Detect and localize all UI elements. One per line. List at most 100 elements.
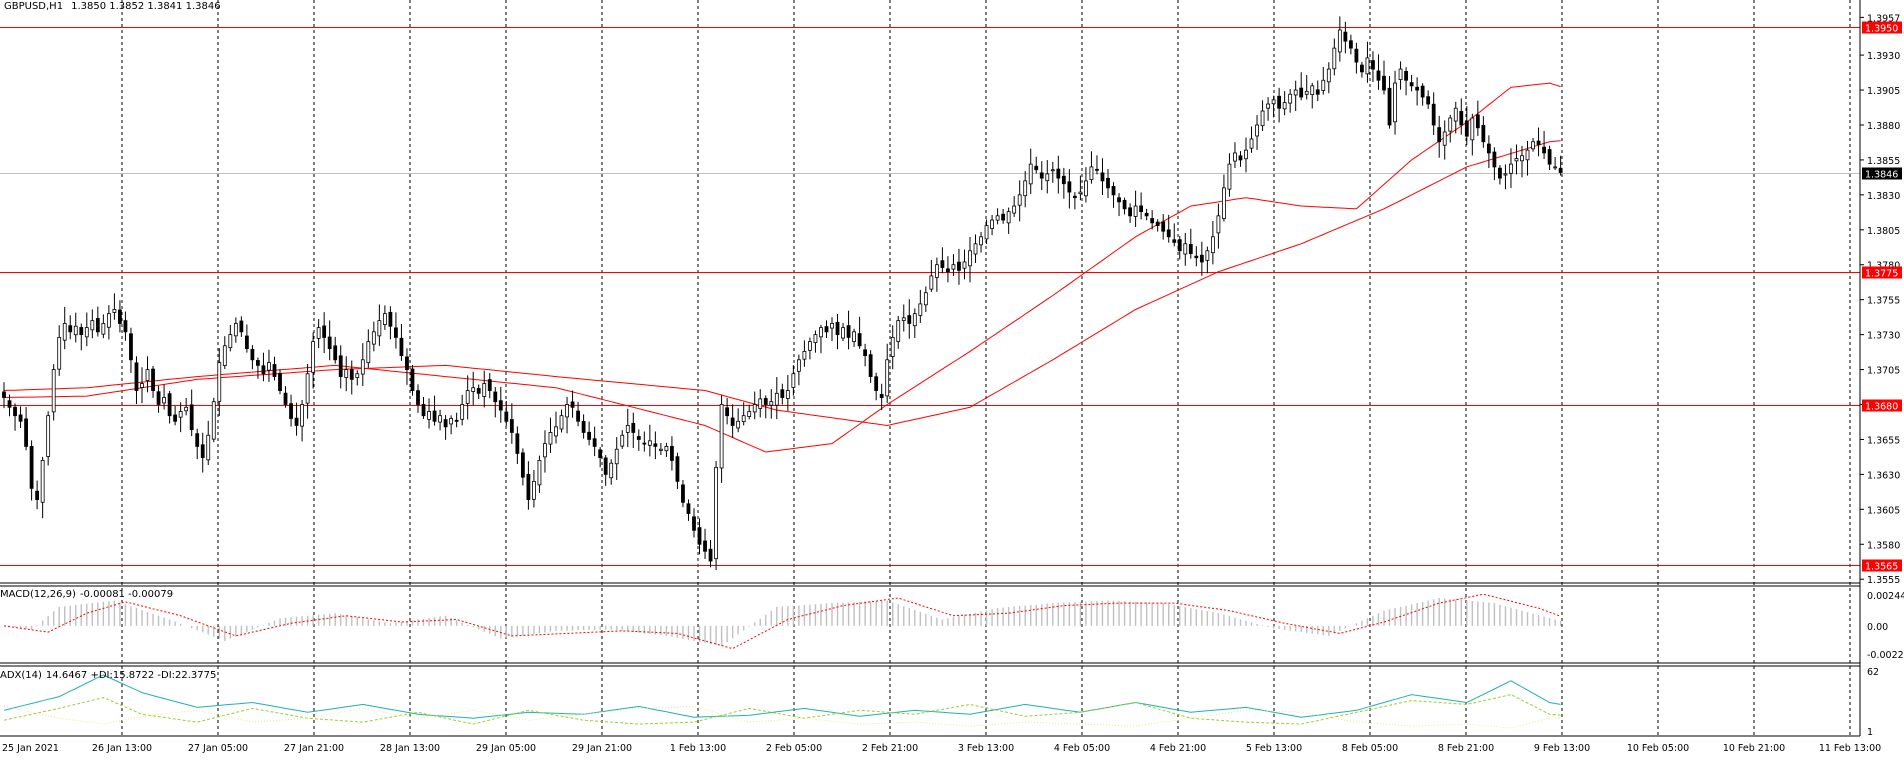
candle bbox=[1398, 61, 1403, 90]
candle bbox=[741, 402, 746, 426]
candle-body bbox=[344, 369, 349, 378]
candle-body bbox=[1216, 215, 1221, 234]
macd-name: MACD(12,26,9) bbox=[0, 589, 76, 600]
candle bbox=[907, 299, 912, 339]
candle-body bbox=[747, 411, 752, 417]
candle-body bbox=[1023, 180, 1028, 197]
candle bbox=[543, 430, 547, 473]
candle bbox=[1100, 158, 1105, 195]
candle-body bbox=[890, 337, 895, 357]
candle-body bbox=[1233, 152, 1237, 162]
candle-body bbox=[123, 320, 128, 333]
candle bbox=[879, 383, 884, 411]
candle-body bbox=[1238, 155, 1243, 161]
candle bbox=[587, 421, 592, 446]
candle-body bbox=[1464, 120, 1469, 137]
candle bbox=[537, 455, 542, 493]
candle-body bbox=[879, 394, 884, 398]
candle-body bbox=[609, 462, 614, 479]
candle-body bbox=[371, 331, 376, 345]
candle-body bbox=[106, 313, 111, 328]
candle bbox=[189, 389, 194, 437]
candle bbox=[399, 323, 404, 361]
candle bbox=[1271, 95, 1276, 118]
candle-body bbox=[1277, 95, 1282, 109]
candle bbox=[995, 208, 1000, 225]
candle bbox=[774, 377, 779, 420]
time-tick-label: 4 Feb 21:00 bbox=[1150, 743, 1206, 754]
candle-body bbox=[338, 355, 343, 377]
candle-body bbox=[979, 236, 983, 246]
candle-body bbox=[509, 419, 514, 433]
macd-tick-label: -0.00223 bbox=[1867, 650, 1904, 661]
candle bbox=[1117, 193, 1121, 217]
candle bbox=[1492, 147, 1497, 181]
candle-body bbox=[796, 359, 801, 372]
candle-body bbox=[1122, 200, 1127, 210]
candle bbox=[1525, 140, 1530, 176]
candle-body bbox=[449, 418, 454, 425]
candle-body bbox=[1177, 239, 1182, 252]
candle bbox=[758, 389, 763, 418]
candle bbox=[1299, 72, 1304, 101]
candle bbox=[852, 328, 856, 347]
candle bbox=[167, 390, 172, 424]
candle bbox=[614, 437, 619, 480]
candle-body bbox=[233, 323, 238, 337]
candle-body bbox=[79, 327, 84, 336]
candle-body bbox=[984, 225, 989, 240]
candle bbox=[1177, 235, 1182, 260]
candle-body bbox=[543, 443, 547, 458]
candle bbox=[377, 304, 382, 346]
candle-body bbox=[35, 490, 40, 500]
candle-body bbox=[1409, 82, 1414, 87]
candle-body bbox=[1227, 163, 1232, 190]
candle-body bbox=[1260, 110, 1265, 127]
candle bbox=[532, 470, 536, 508]
candle bbox=[195, 428, 200, 460]
candle bbox=[1183, 232, 1188, 266]
candle bbox=[1045, 160, 1050, 194]
candle bbox=[857, 316, 862, 349]
candle-body bbox=[1072, 195, 1077, 199]
price-tick-label: 1.3705 bbox=[1867, 366, 1900, 377]
candle bbox=[796, 354, 801, 386]
price-tick-label: 1.3580 bbox=[1867, 540, 1900, 551]
candle-body bbox=[156, 391, 161, 405]
time-tick-label: 28 Jan 13:00 bbox=[380, 743, 440, 754]
price-tick-label: 1.3880 bbox=[1867, 121, 1900, 132]
candle bbox=[1172, 223, 1177, 247]
candle bbox=[305, 363, 310, 419]
candle bbox=[1310, 82, 1315, 109]
candle bbox=[990, 214, 994, 236]
adx-tick-label: 1 bbox=[1867, 727, 1873, 738]
candle-body bbox=[322, 325, 327, 338]
candle-body bbox=[1420, 85, 1425, 98]
candle bbox=[509, 403, 514, 444]
candle-body bbox=[1376, 70, 1381, 81]
candle-body bbox=[1017, 194, 1022, 206]
candle bbox=[520, 448, 525, 486]
candle-body bbox=[1089, 166, 1094, 180]
candle bbox=[1431, 92, 1436, 136]
candle bbox=[476, 384, 481, 400]
candle bbox=[134, 356, 139, 405]
candle bbox=[1514, 144, 1519, 175]
candle bbox=[118, 300, 122, 333]
candle bbox=[471, 371, 476, 406]
candle bbox=[416, 384, 420, 413]
candle bbox=[835, 313, 840, 350]
candle bbox=[1337, 16, 1342, 62]
candle bbox=[18, 406, 23, 429]
macd-tick-label: 0.00 bbox=[1867, 622, 1888, 633]
candle bbox=[1161, 214, 1166, 240]
candle-body bbox=[1028, 163, 1033, 185]
time-tick-label: 11 Feb 13:00 bbox=[1819, 743, 1881, 754]
candle-body bbox=[394, 327, 398, 338]
candle bbox=[719, 395, 724, 483]
candle-body bbox=[1442, 131, 1447, 146]
candle-body bbox=[2, 391, 6, 398]
candle bbox=[874, 372, 879, 401]
symbol-name: GBPUSD,H1 bbox=[4, 1, 63, 12]
candlesticks bbox=[2, 16, 1563, 571]
